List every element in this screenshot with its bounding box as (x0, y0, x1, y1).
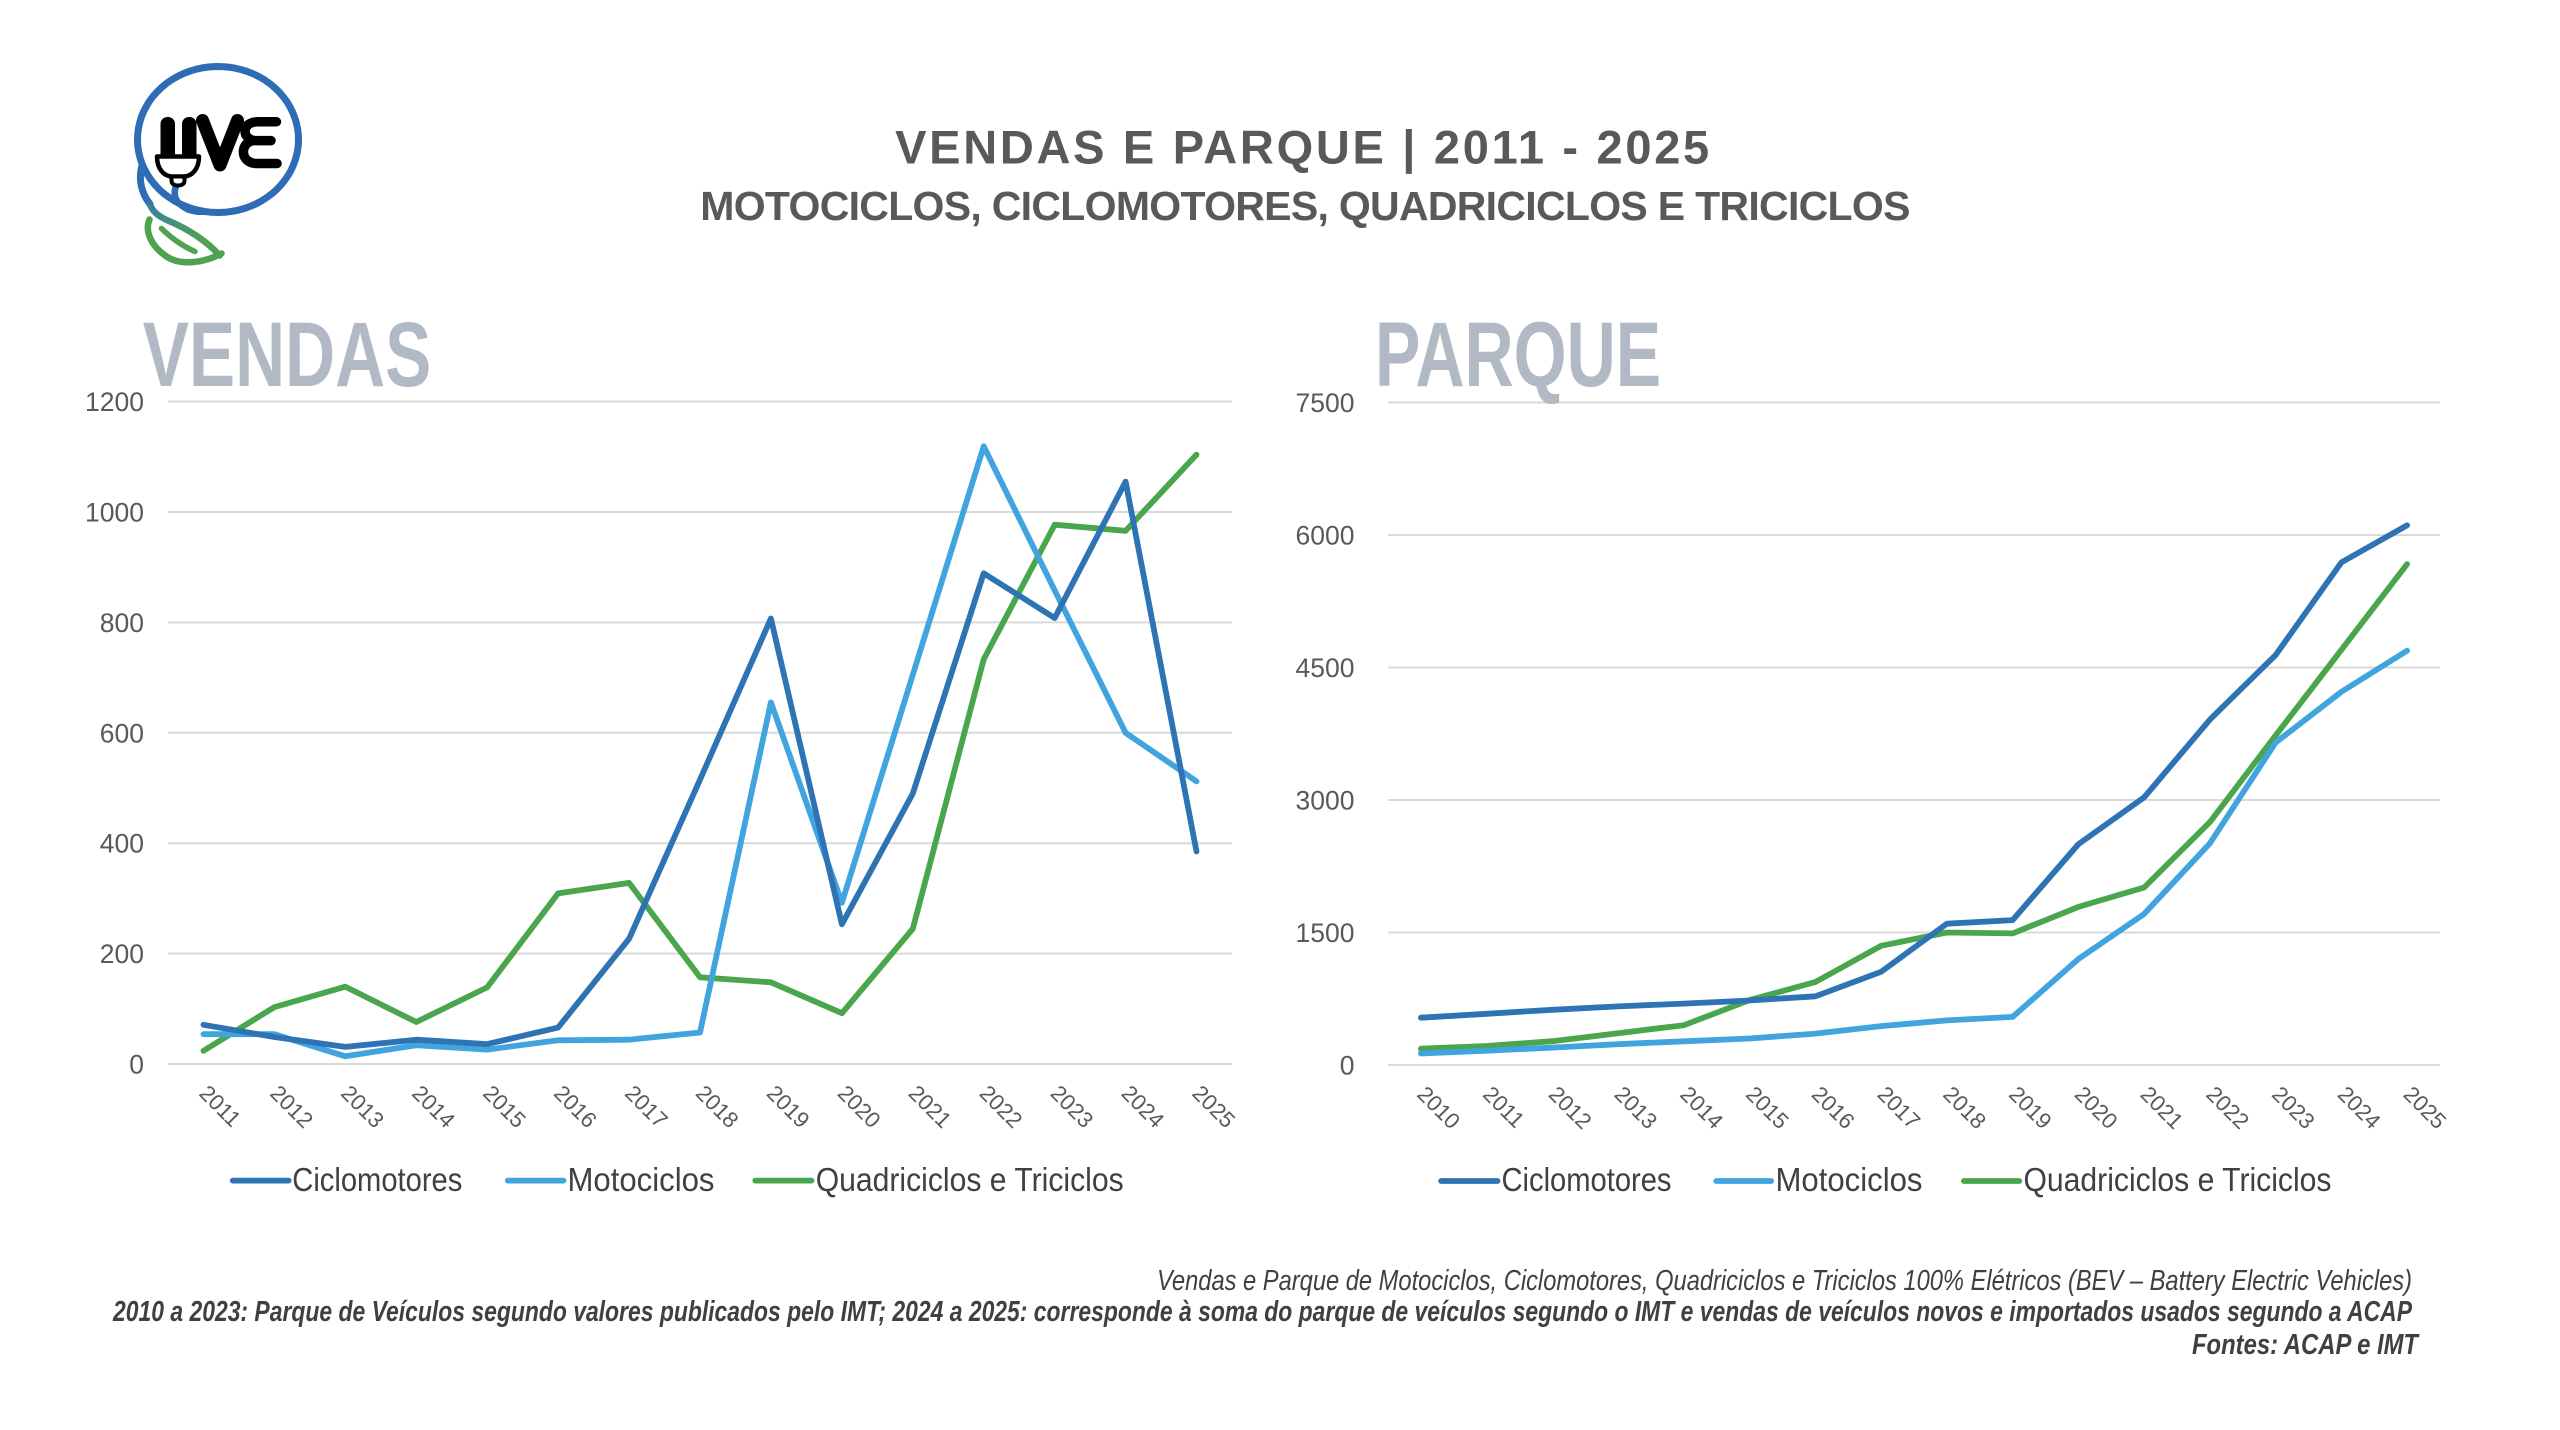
svg-text:2025: 2025 (2399, 1081, 2452, 1134)
svg-text:2018: 2018 (1938, 1081, 1991, 1134)
svg-text:3000: 3000 (1296, 786, 1355, 816)
svg-text:2024: 2024 (2333, 1081, 2386, 1134)
svg-text:0: 0 (1340, 1051, 1355, 1081)
svg-text:4500: 4500 (1296, 653, 1355, 683)
svg-text:1500: 1500 (1296, 918, 1355, 948)
svg-text:2012: 2012 (1544, 1081, 1597, 1134)
svg-text:VENDAS: VENDAS (143, 304, 432, 407)
svg-text:2024: 2024 (1117, 1080, 1170, 1133)
svg-text:2022: 2022 (975, 1080, 1028, 1133)
svg-text:2020: 2020 (2070, 1081, 2123, 1134)
svg-text:6000: 6000 (1296, 521, 1355, 551)
svg-text:2013: 2013 (1610, 1081, 1663, 1134)
svg-text:Ciclomotores: Ciclomotores (292, 1161, 462, 1198)
svg-text:Motociclos: Motociclos (1776, 1161, 1923, 1198)
svg-text:1000: 1000 (85, 498, 144, 528)
svg-text:PARQUE: PARQUE (1375, 304, 1661, 406)
svg-text:2012: 2012 (265, 1080, 318, 1133)
svg-text:7500: 7500 (1296, 388, 1355, 418)
svg-text:2015: 2015 (478, 1080, 531, 1133)
svg-text:Vendas e Parque de Motociclos,: Vendas e Parque de Motociclos, Ciclomoto… (1157, 1265, 2412, 1297)
svg-text:2015: 2015 (1741, 1081, 1794, 1134)
svg-text:2010 a 2023: Parque de Veículo: 2010 a 2023: Parque de Veículos segundo … (112, 1296, 2412, 1328)
svg-text:2023: 2023 (1046, 1080, 1099, 1133)
svg-text:2019: 2019 (762, 1080, 815, 1133)
svg-text:2019: 2019 (2004, 1081, 2057, 1134)
svg-text:0: 0 (129, 1050, 144, 1080)
svg-text:2016: 2016 (549, 1080, 602, 1133)
svg-text:2018: 2018 (691, 1080, 744, 1133)
svg-text:2016: 2016 (1807, 1081, 1860, 1134)
svg-text:800: 800 (100, 608, 144, 638)
svg-text:Fontes: ACAP e IMT: Fontes: ACAP e IMT (2192, 1329, 2420, 1361)
svg-text:2017: 2017 (1873, 1081, 1926, 1134)
svg-text:Ciclomotores: Ciclomotores (1502, 1161, 1672, 1198)
svg-text:VENDAS E PARQUE | 2011 - 2025: VENDAS E PARQUE | 2011 - 2025 (895, 121, 1712, 174)
svg-text:Quadriciclos e Triciclos: Quadriciclos e Triciclos (816, 1161, 1124, 1198)
svg-text:2021: 2021 (2136, 1081, 2189, 1134)
svg-text:2014: 2014 (1675, 1081, 1728, 1134)
svg-text:2020: 2020 (833, 1080, 886, 1133)
svg-text:600: 600 (100, 718, 144, 748)
svg-text:400: 400 (100, 829, 144, 859)
svg-text:1200: 1200 (85, 387, 144, 417)
svg-text:2022: 2022 (2201, 1081, 2254, 1134)
svg-text:2011: 2011 (194, 1080, 245, 1131)
svg-text:2017: 2017 (620, 1080, 673, 1133)
svg-text:2021: 2021 (904, 1080, 957, 1133)
svg-text:Motociclos: Motociclos (568, 1161, 715, 1198)
svg-text:MOTOCICLOS, CICLOMOTORES, QUAD: MOTOCICLOS, CICLOMOTORES, QUADRICICLOS E… (700, 183, 1909, 229)
svg-text:Quadriciclos e Triciclos: Quadriciclos e Triciclos (2024, 1161, 2332, 1198)
svg-text:2013: 2013 (336, 1080, 389, 1133)
svg-text:2023: 2023 (2267, 1081, 2320, 1134)
svg-text:2011: 2011 (1478, 1081, 1529, 1132)
svg-text:2010: 2010 (1412, 1081, 1465, 1134)
svg-text:2014: 2014 (407, 1080, 460, 1133)
svg-text:2025: 2025 (1187, 1080, 1240, 1133)
svg-text:200: 200 (100, 939, 144, 969)
